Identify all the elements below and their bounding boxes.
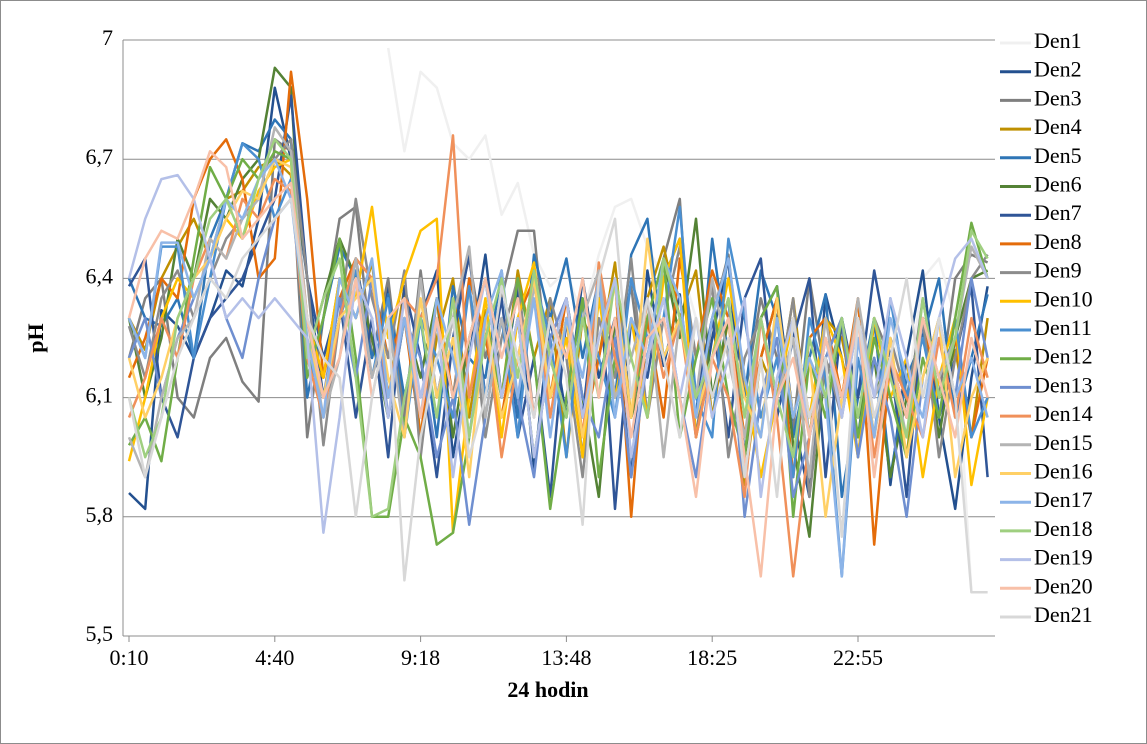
series-line — [127, 157, 989, 578]
y-tick-label: 5,8 — [86, 502, 114, 527]
legend-label: Den18 — [1034, 516, 1093, 541]
legend-label: Den6 — [1034, 172, 1082, 197]
series-line — [127, 173, 989, 534]
x-tick-label: 4:40 — [255, 645, 294, 670]
legend-label: Den14 — [1034, 401, 1093, 426]
legend-label: Den19 — [1034, 545, 1093, 570]
series-line — [127, 118, 989, 499]
legend-label: Den16 — [1034, 459, 1093, 484]
legend-label: Den4 — [1034, 114, 1082, 139]
legend-label: Den17 — [1034, 487, 1093, 512]
x-tick-label: 9:18 — [401, 645, 440, 670]
legend-label: Den12 — [1034, 344, 1093, 369]
y-tick-label: 6,7 — [86, 144, 114, 169]
series-line — [127, 138, 989, 519]
legend-label: Den11 — [1034, 315, 1092, 340]
x-tick-label: 22:55 — [833, 645, 883, 670]
legend-label: Den15 — [1034, 430, 1093, 455]
legend-label: Den7 — [1034, 200, 1082, 225]
legend-label: Den5 — [1034, 143, 1082, 168]
legend-label: Den21 — [1034, 602, 1093, 627]
series-line — [127, 197, 988, 594]
y-tick-label: 6,4 — [86, 263, 114, 288]
legend-label: Den1 — [1034, 28, 1082, 53]
legend-label: Den3 — [1034, 85, 1082, 110]
y-tick-label: 6,1 — [86, 383, 114, 408]
legend-label: Den20 — [1034, 573, 1093, 598]
y-axis-title: pH — [23, 323, 48, 352]
x-tick-label: 13:48 — [541, 645, 591, 670]
legend-label: Den2 — [1034, 57, 1082, 82]
x-tick-label: 0:10 — [109, 645, 148, 670]
x-axis-title: 24 hodin — [507, 677, 588, 702]
legend-label: Den9 — [1034, 258, 1082, 283]
x-tick-label: 18:25 — [687, 645, 737, 670]
y-tick-label: 7 — [102, 25, 113, 50]
series-line — [127, 150, 989, 578]
y-tick-label: 5,5 — [86, 621, 114, 646]
legend-label: Den8 — [1034, 229, 1082, 254]
legend-label: Den10 — [1034, 286, 1093, 311]
legend-label: Den13 — [1034, 372, 1093, 397]
